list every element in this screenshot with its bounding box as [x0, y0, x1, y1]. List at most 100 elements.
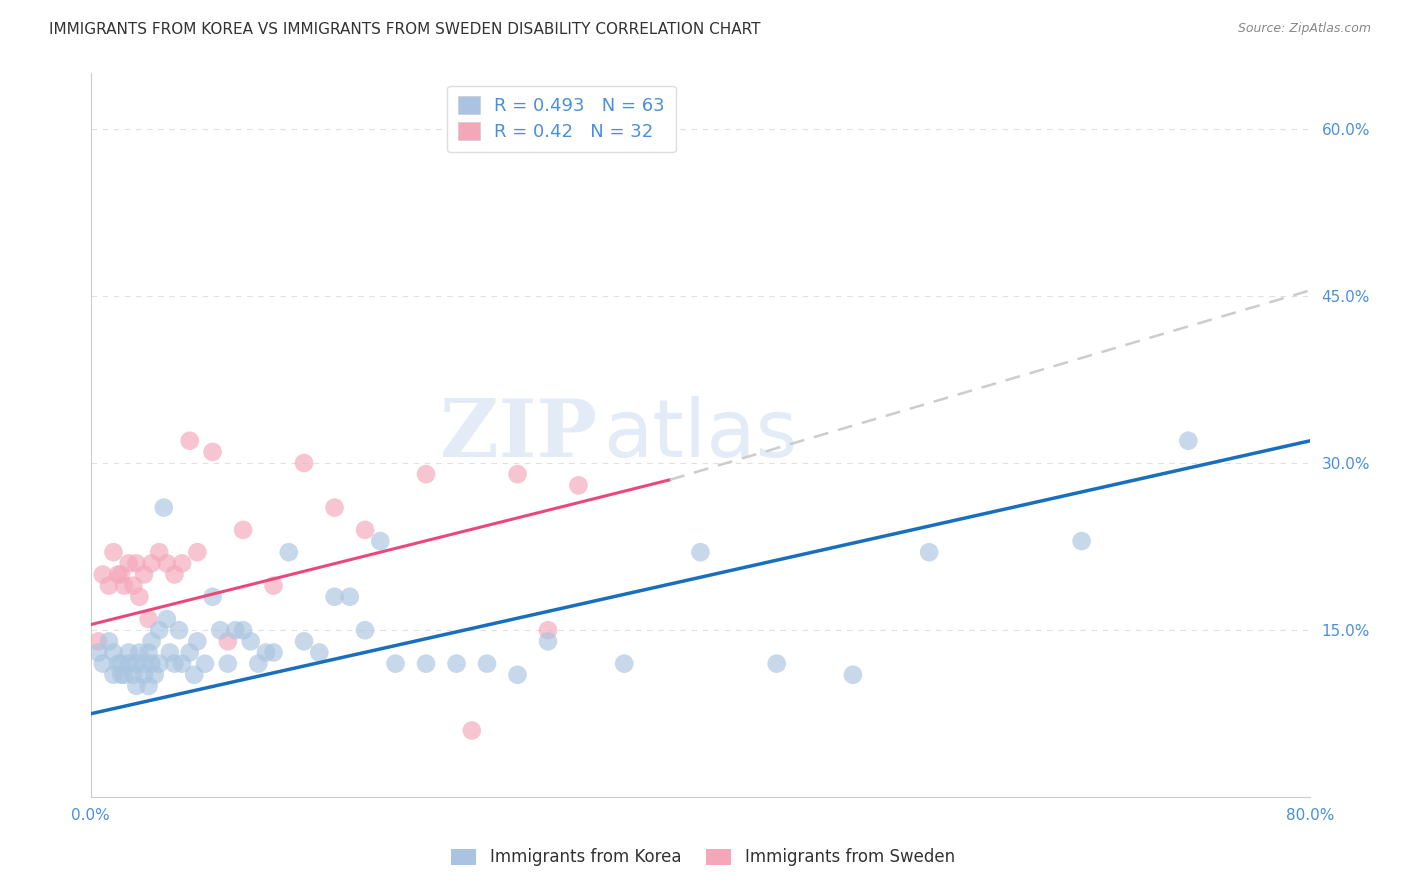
Point	[537, 634, 560, 648]
Point	[118, 645, 141, 659]
Point	[461, 723, 484, 738]
Point	[446, 657, 468, 671]
Point	[138, 645, 160, 659]
Point	[183, 667, 205, 681]
Point	[689, 545, 711, 559]
Point	[128, 645, 150, 659]
Point	[128, 590, 150, 604]
Point	[91, 567, 114, 582]
Point	[475, 657, 498, 671]
Point	[263, 579, 285, 593]
Point	[103, 645, 125, 659]
Point	[110, 567, 132, 582]
Point	[87, 634, 110, 648]
Point	[125, 657, 148, 671]
Point	[141, 634, 163, 648]
Point	[141, 657, 163, 671]
Point	[156, 612, 179, 626]
Point	[122, 579, 145, 593]
Point	[179, 645, 201, 659]
Point	[172, 657, 194, 671]
Point	[141, 557, 163, 571]
Point	[87, 645, 110, 659]
Point	[159, 645, 181, 659]
Point	[167, 624, 190, 638]
Point	[122, 667, 145, 681]
Point	[201, 590, 224, 604]
Point	[186, 545, 208, 559]
Point	[217, 634, 239, 648]
Point	[292, 634, 315, 648]
Point	[112, 667, 135, 681]
Point	[842, 667, 865, 681]
Point	[163, 567, 186, 582]
Point	[201, 445, 224, 459]
Point	[103, 545, 125, 559]
Point	[107, 567, 129, 582]
Text: Source: ZipAtlas.com: Source: ZipAtlas.com	[1237, 22, 1371, 36]
Point	[506, 667, 529, 681]
Point	[368, 534, 391, 549]
Point	[254, 645, 277, 659]
Point	[132, 567, 155, 582]
Point	[194, 657, 217, 671]
Text: ZIP: ZIP	[440, 396, 596, 475]
Text: IMMIGRANTS FROM KOREA VS IMMIGRANTS FROM SWEDEN DISABILITY CORRELATION CHART: IMMIGRANTS FROM KOREA VS IMMIGRANTS FROM…	[49, 22, 761, 37]
Point	[537, 624, 560, 638]
Point	[118, 657, 141, 671]
Point	[292, 456, 315, 470]
Point	[323, 500, 346, 515]
Point	[97, 634, 120, 648]
Point	[125, 679, 148, 693]
Point	[323, 590, 346, 604]
Point	[163, 657, 186, 671]
Point	[415, 657, 437, 671]
Point	[138, 612, 160, 626]
Point	[613, 657, 636, 671]
Point	[224, 624, 246, 638]
Point	[156, 557, 179, 571]
Legend: R = 0.493   N = 63, R = 0.42   N = 32: R = 0.493 N = 63, R = 0.42 N = 32	[447, 86, 676, 153]
Point	[765, 657, 787, 671]
Point	[110, 657, 132, 671]
Point	[110, 667, 132, 681]
Point	[263, 645, 285, 659]
Point	[232, 624, 254, 638]
Point	[152, 500, 174, 515]
Point	[308, 645, 330, 659]
Point	[567, 478, 589, 492]
Point	[217, 657, 239, 671]
Point	[138, 679, 160, 693]
Text: atlas: atlas	[603, 396, 797, 475]
Point	[148, 657, 170, 671]
Point	[239, 634, 262, 648]
Point	[384, 657, 406, 671]
Point	[148, 545, 170, 559]
Point	[506, 467, 529, 482]
Point	[172, 557, 194, 571]
Point	[103, 667, 125, 681]
Legend: Immigrants from Korea, Immigrants from Sweden: Immigrants from Korea, Immigrants from S…	[444, 842, 962, 873]
Point	[1177, 434, 1199, 448]
Point	[179, 434, 201, 448]
Point	[112, 579, 135, 593]
Point	[1070, 534, 1092, 549]
Point	[118, 557, 141, 571]
Point	[354, 523, 377, 537]
Point	[132, 667, 155, 681]
Point	[339, 590, 361, 604]
Point	[107, 657, 129, 671]
Point	[186, 634, 208, 648]
Point	[91, 657, 114, 671]
Point	[277, 545, 299, 559]
Point	[415, 467, 437, 482]
Point	[125, 557, 148, 571]
Point	[247, 657, 270, 671]
Point	[354, 624, 377, 638]
Point	[97, 579, 120, 593]
Point	[132, 657, 155, 671]
Point	[232, 523, 254, 537]
Point	[143, 667, 166, 681]
Point	[918, 545, 941, 559]
Point	[209, 624, 232, 638]
